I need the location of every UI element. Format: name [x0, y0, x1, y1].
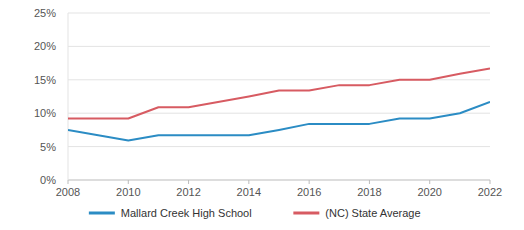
- y-tick-label: 25%: [34, 7, 56, 19]
- y-tick-label: 20%: [34, 40, 56, 52]
- x-tick: [490, 180, 491, 184]
- x-tick-label: 2014: [237, 186, 261, 198]
- x-tick-label: 2018: [357, 186, 381, 198]
- y-tick-label: 10%: [34, 107, 56, 119]
- chart: 0% 5% 10% 15% 20% 25% 2008 2010 2012 2014 2016 2018…: [0, 0, 524, 230]
- plot-area: [68, 68, 490, 140]
- x-tick: [248, 180, 249, 184]
- y-tick-label: 5%: [40, 141, 56, 153]
- x-tick: [309, 180, 310, 184]
- x-tick-label: 2020: [417, 186, 441, 198]
- x-tick-label: 2010: [116, 186, 140, 198]
- series-line: [68, 68, 490, 118]
- legend-label: (NC) State Average: [325, 207, 420, 219]
- x-tick-label: 2008: [56, 186, 80, 198]
- x-tick: [369, 180, 370, 184]
- series-line: [68, 102, 490, 141]
- x-tick-label: 2016: [297, 186, 321, 198]
- grid-line: [68, 46, 490, 47]
- legend-swatch: [293, 212, 319, 215]
- y-tick-label: 0%: [40, 174, 56, 186]
- y-axis-line: [68, 13, 69, 180]
- grid-line: [68, 146, 490, 147]
- grid-line: [68, 113, 490, 114]
- x-tick-label: 2012: [176, 186, 200, 198]
- legend: Mallard Creek High School (NC) State Aver…: [89, 207, 421, 219]
- x-tick: [68, 180, 69, 184]
- legend-swatch: [89, 212, 115, 215]
- grid-line: [68, 13, 490, 14]
- y-tick-label: 15%: [34, 74, 56, 86]
- grid-line: [68, 180, 490, 181]
- legend-label: Mallard Creek High School: [121, 207, 252, 219]
- x-tick: [188, 180, 189, 184]
- x-tick-label: 2022: [478, 186, 502, 198]
- x-tick: [429, 180, 430, 184]
- x-tick: [128, 180, 129, 184]
